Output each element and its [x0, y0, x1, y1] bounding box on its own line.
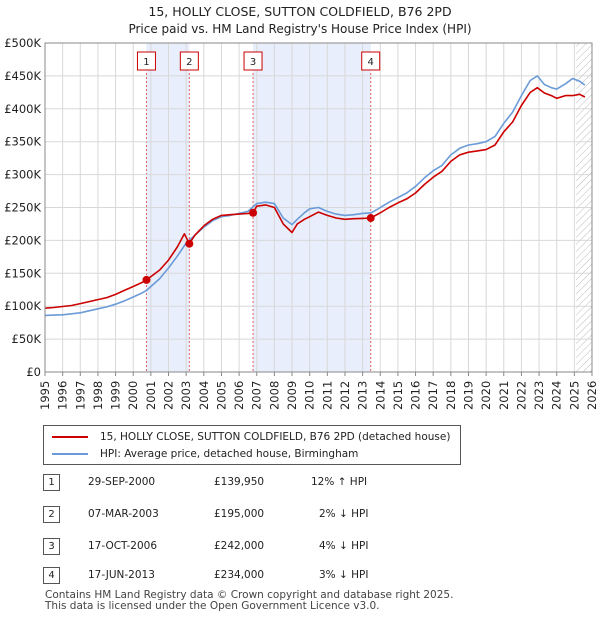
- y-tick-label: £0: [26, 365, 41, 379]
- chart-title: 15, HOLLY CLOSE, SUTTON COLDFIELD, B76 2…: [148, 4, 451, 19]
- y-tick-label: £500K: [4, 36, 41, 50]
- x-tick-label: 2011: [320, 381, 334, 410]
- chart-subtitle: Price paid vs. HM Land Registry's House …: [128, 22, 471, 36]
- sale-hpi-delta: 3% ↓ HPI: [319, 569, 369, 581]
- x-tick-label: 1997: [73, 381, 87, 410]
- footer-line-2: This data is licensed under the Open Gov…: [45, 600, 380, 612]
- x-tick-label: 2018: [444, 381, 458, 410]
- sale-number-box: [136, 51, 156, 71]
- x-tick-label: 2026: [585, 381, 599, 410]
- y-tick-label: £350K: [4, 135, 41, 149]
- x-tick-label: 2022: [514, 381, 528, 410]
- property-series-line: [44, 86, 586, 309]
- sale-number-label: 2: [186, 57, 192, 68]
- y-tick-label: £450K: [4, 69, 41, 83]
- x-tick-label: 2004: [197, 381, 211, 410]
- sale-number-badge: 4: [43, 567, 60, 584]
- sale-number-label: 3: [250, 57, 256, 68]
- sale-number-badge: 1: [43, 474, 60, 491]
- x-tick-label: 2009: [285, 381, 299, 410]
- x-tick-label: 2010: [303, 381, 317, 410]
- sale-date: 29-SEP-2000: [88, 476, 156, 488]
- legend-item-property: 15, HOLLY CLOSE, SUTTON COLDFIELD, B76 2…: [52, 430, 450, 444]
- sale-point: [185, 239, 194, 248]
- y-tick-label: £100K: [4, 299, 41, 313]
- legend-label-hpi: HPI: Average price, detached house, Birm…: [100, 448, 359, 460]
- x-tick-label: 2013: [356, 381, 370, 410]
- sale-hpi-delta: 12% ↑ HPI: [311, 476, 368, 488]
- sale-price: £234,000: [214, 569, 265, 581]
- sale-number-badge: 3: [43, 538, 60, 555]
- legend-swatch-blue: [52, 453, 88, 455]
- x-tick-label: 2006: [232, 381, 246, 410]
- x-tick-label: 2015: [391, 381, 405, 410]
- x-tick-label: 2007: [250, 381, 264, 410]
- sale-price: £242,000: [214, 540, 265, 552]
- sale-point: [366, 214, 375, 223]
- x-tick-label: 2017: [426, 381, 440, 410]
- x-tick-label: 2021: [497, 381, 511, 410]
- x-tick-label: 2025: [567, 381, 581, 410]
- x-tick-label: 2000: [126, 381, 140, 410]
- sale-date: 07-MAR-2003: [88, 508, 159, 520]
- x-tick-label: 1998: [91, 381, 105, 410]
- x-tick-label: 1995: [38, 381, 52, 410]
- x-tick-label: 2024: [550, 381, 564, 410]
- x-tick-label: 2008: [267, 381, 281, 410]
- x-tick-label: 2005: [214, 381, 228, 410]
- sale-number-badge: 2: [43, 506, 60, 523]
- legend-label-property: 15, HOLLY CLOSE, SUTTON COLDFIELD, B76 2…: [100, 431, 451, 443]
- sale-hpi-delta: 4% ↓ HPI: [319, 540, 369, 552]
- sale-point: [142, 275, 151, 284]
- sale-hpi-delta: 2% ↓ HPI: [319, 508, 369, 520]
- y-tick-label: £150K: [4, 266, 41, 280]
- sale-number-box: [179, 51, 199, 71]
- sale-price: £139,950: [214, 476, 265, 488]
- sale-number-label: 1: [143, 57, 149, 68]
- x-tick-label: 2019: [461, 381, 475, 410]
- sale-number-box: [243, 51, 263, 71]
- x-tick-label: 2014: [373, 381, 387, 410]
- y-tick-label: £400K: [4, 102, 41, 116]
- chart-legend: 15, HOLLY CLOSE, SUTTON COLDFIELD, B76 2…: [43, 425, 461, 465]
- y-tick-label: £300K: [4, 168, 41, 182]
- sale-number-box: [361, 51, 381, 71]
- y-tick-label: £50K: [12, 332, 42, 346]
- footer-line-1: Contains HM Land Registry data © Crown c…: [45, 589, 454, 601]
- x-tick-label: 2001: [144, 381, 158, 410]
- x-tick-label: 2003: [179, 381, 193, 410]
- x-tick-label: 1996: [56, 381, 70, 410]
- x-tick-label: 2012: [338, 381, 352, 410]
- legend-swatch-red: [52, 436, 88, 438]
- x-tick-label: 2016: [409, 381, 423, 410]
- x-tick-label: 2023: [532, 381, 546, 410]
- plot-frame: [44, 42, 593, 373]
- price-chart: 15, HOLLY CLOSE, SUTTON COLDFIELD, B76 2…: [4, 4, 599, 410]
- x-tick-label: 1999: [109, 381, 123, 410]
- sale-number-label: 4: [368, 57, 374, 68]
- y-tick-label: £200K: [4, 233, 41, 247]
- footer-attribution: Contains HM Land Registry data © Crown c…: [45, 590, 453, 612]
- sale-date: 17-OCT-2006: [88, 540, 157, 552]
- sale-date: 17-JUN-2013: [88, 569, 155, 581]
- sale-point: [249, 208, 258, 217]
- y-tick-label: £250K: [4, 201, 41, 215]
- hpi-series-line: [44, 75, 586, 317]
- sale-price: £195,000: [214, 508, 265, 520]
- x-tick-label: 2020: [479, 381, 493, 410]
- x-tick-label: 2002: [162, 381, 176, 410]
- legend-item-hpi: HPI: Average price, detached house, Birm…: [52, 447, 358, 461]
